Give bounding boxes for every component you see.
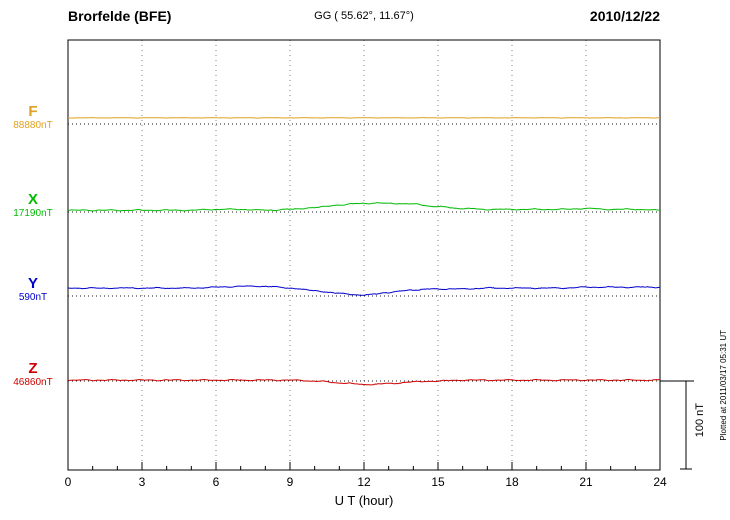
x-tick-label: 24 bbox=[653, 475, 667, 489]
scale-bar-label: 100 nT bbox=[694, 403, 706, 438]
series-letter: Z bbox=[28, 360, 38, 377]
x-tick-label: 6 bbox=[212, 475, 220, 489]
x-tick-label: 3 bbox=[138, 475, 146, 489]
series-letter: F bbox=[28, 103, 38, 120]
series-baseline-value: 17190nT bbox=[13, 208, 53, 220]
station-title: Brorfelde (BFE) bbox=[68, 8, 172, 24]
x-tick-label: 15 bbox=[431, 475, 445, 489]
series-letter: X bbox=[27, 191, 38, 208]
date-label: 2010/12/22 bbox=[589, 8, 660, 24]
x-tick-label: 18 bbox=[505, 475, 519, 489]
series-baseline-value: 46860nT bbox=[13, 377, 53, 389]
series-label-y: Y 590nT bbox=[2, 275, 64, 304]
series-baseline-value: 88880nT bbox=[13, 120, 53, 132]
series-baseline-value: 590nT bbox=[18, 292, 48, 304]
series-label-z: Z 46860nT bbox=[2, 360, 64, 389]
plot-timestamp-note: Plotted at 2011/03/17 05:31 UT bbox=[719, 330, 728, 441]
series-label-x: X 17190nT bbox=[2, 191, 64, 220]
x-tick-label: 9 bbox=[286, 475, 294, 489]
series-letter: Y bbox=[27, 275, 38, 292]
x-tick-label: 12 bbox=[357, 475, 371, 489]
series-label-f: F 88880nT bbox=[2, 103, 64, 132]
x-tick-label: 0 bbox=[64, 475, 72, 489]
x-tick-label: 21 bbox=[579, 475, 593, 489]
geographic-coordinates: GG ( 55.62°, 11.67°) bbox=[314, 10, 414, 22]
x-axis-title: U T (hour) bbox=[334, 493, 394, 508]
